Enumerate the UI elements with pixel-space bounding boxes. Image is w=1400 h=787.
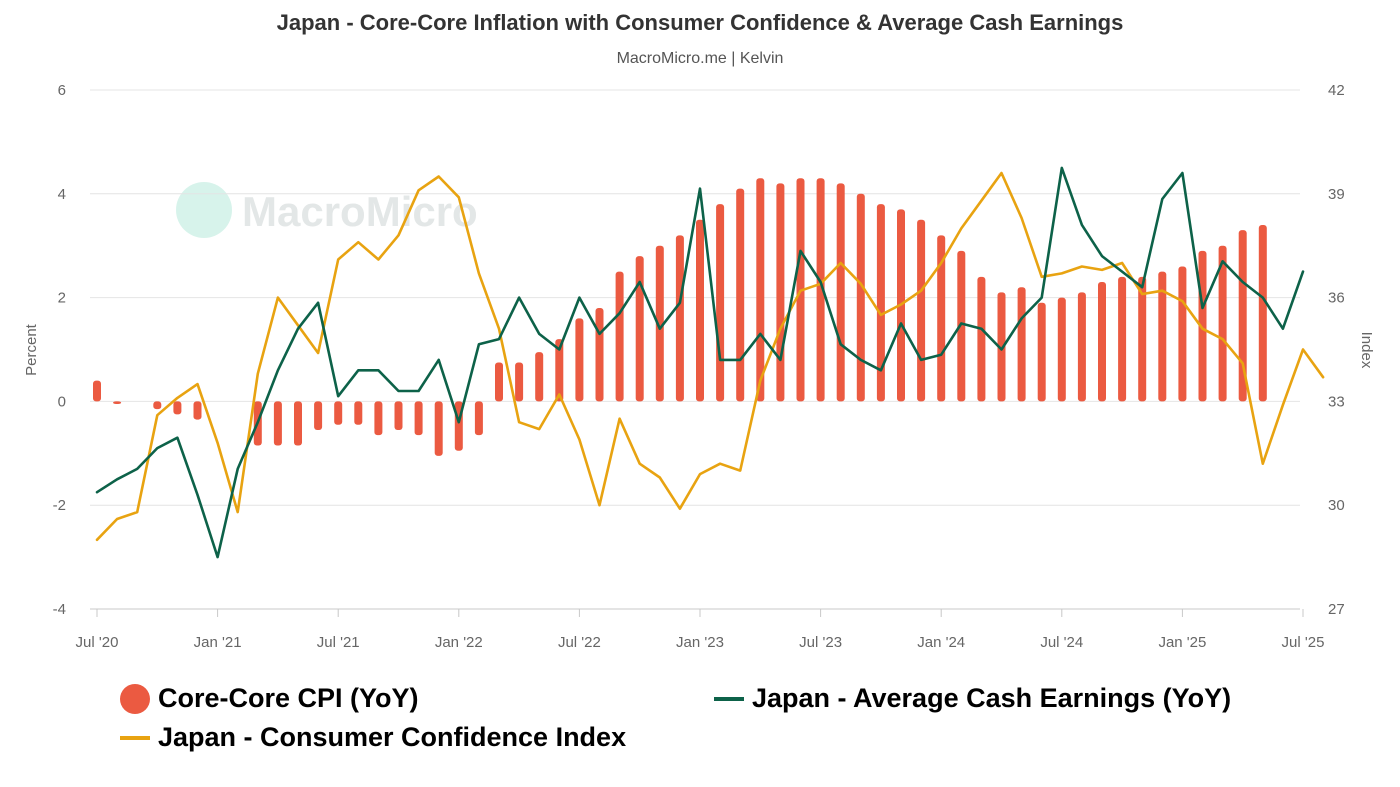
cpi-bar [856,193,865,402]
cpi-bar [1218,245,1227,402]
chart-subtitle: MacroMicro.me | Kelvin [616,50,784,67]
cpi-bar [515,362,524,402]
cpi-bar [595,307,604,402]
series-lines [95,166,1325,559]
x-tick-label: Jan '22 [435,634,483,651]
cpi-bar [696,219,704,402]
cpi-bar [635,256,644,402]
cpi-bar [474,401,483,436]
cpi-bar [615,271,624,402]
y-left-tick-label: 6 [58,82,66,99]
y-right-tick-label: 30 [1328,497,1345,514]
cpi-bar [495,362,503,402]
cpi-bar [937,235,946,402]
cpi-bar [876,204,885,402]
y-left-tick-label: -4 [53,601,66,618]
y-right-axis-title: Index [1358,332,1375,369]
cpi-bar [153,401,162,410]
y-left-tick-label: 0 [58,393,66,410]
y-right-tick-label: 33 [1328,393,1345,410]
cpi-bar [836,183,845,402]
cpi-bar [776,183,785,402]
y-left-tick-label: 4 [58,186,66,203]
x-tick-label: Jul '25 [1282,634,1325,651]
watermark-text: MacroMicro [242,188,478,235]
cpi-bar [655,245,664,402]
axes: 6 42 4 39 2 36 0 33 -2 30 -4 27 Jul '20 Jan '21 Jul '2… [23,82,1375,651]
watermark-logo-icon [176,182,232,238]
cpi-bar [756,178,765,402]
earnings-line [95,166,1305,559]
legend-item-earnings[interactable]: Japan - Average Cash Earnings (YoY) [714,683,1231,714]
y-right-tick-label: 42 [1328,82,1345,99]
legend-label-cpi: Core-Core CPI (YoY) [158,683,419,713]
x-tick-label: Jan '24 [917,634,965,651]
y-right-tick-label: 27 [1328,601,1345,618]
legend-item-confidence[interactable]: Japan - Consumer Confidence Index [120,722,626,753]
cpi-bar [1057,297,1066,402]
cpi-bar [1258,224,1267,402]
legend-line-icon [120,735,150,740]
cpi-bars [93,178,1267,456]
x-tick-label: Jan '23 [676,634,724,651]
y-left-tick-label: 2 [58,290,66,307]
cpi-bar [917,219,926,402]
cpi-bar [173,401,182,415]
cpi-bar [314,401,323,430]
cpi-bar [997,292,1006,402]
legend-label-confidence: Japan - Consumer Confidence Index [158,722,627,752]
cpi-bar [535,352,544,402]
x-tick-label: Jan '21 [194,634,242,651]
y-left-axis-title: Percent [23,323,40,376]
legend-line-icon [714,696,744,701]
cpi-bar [1178,266,1187,402]
cpi-bar [414,401,423,436]
x-tick-label: Jul '22 [558,634,601,651]
cpi-bar [394,401,403,430]
cpi-bar [977,276,986,402]
cpi-bar [1158,271,1167,402]
cpi-bar [1138,276,1147,402]
cpi-bar [334,401,343,425]
x-tick-label: Jul '23 [799,634,842,651]
cpi-bar [555,339,564,402]
chart-title: Japan - Core-Core Inflation with Consume… [276,10,1124,35]
cpi-bar [93,380,101,402]
x-tick-label: Jul '24 [1040,634,1083,651]
cpi-bar [816,178,825,402]
y-right-tick-label: 39 [1328,186,1345,203]
legend-dot-icon [120,683,150,714]
legend-label-earnings: Japan - Average Cash Earnings (YoY) [752,683,1232,713]
cpi-bar [294,401,302,446]
cpi-bar [1118,276,1127,402]
cpi-bar [1098,282,1106,402]
cpi-bar [736,188,745,402]
x-tick-label: Jan '25 [1158,634,1206,651]
legend-item-cpi[interactable]: Core-Core CPI (YoY) [120,683,419,714]
cpi-bar [1037,302,1046,402]
cpi-bar [1077,292,1086,402]
confidence-line [95,171,1325,542]
cpi-bar [716,204,725,402]
cpi-bar [957,250,966,402]
y-left-tick-label: -2 [53,497,66,514]
cpi-bar [1238,230,1247,402]
x-tick-label: Jul '20 [76,634,119,651]
cpi-bar [575,318,584,402]
cpi-bar [1017,287,1026,402]
cpi-bar [273,401,282,446]
cpi-bar [675,235,684,402]
cpi-bar [354,401,363,425]
cpi-bar [113,401,122,404]
x-tick-label: Jul '21 [317,634,360,651]
y-right-tick-label: 36 [1328,290,1345,307]
cpi-bar [434,401,443,456]
cpi-bar [374,401,383,436]
cpi-bar [193,401,202,420]
